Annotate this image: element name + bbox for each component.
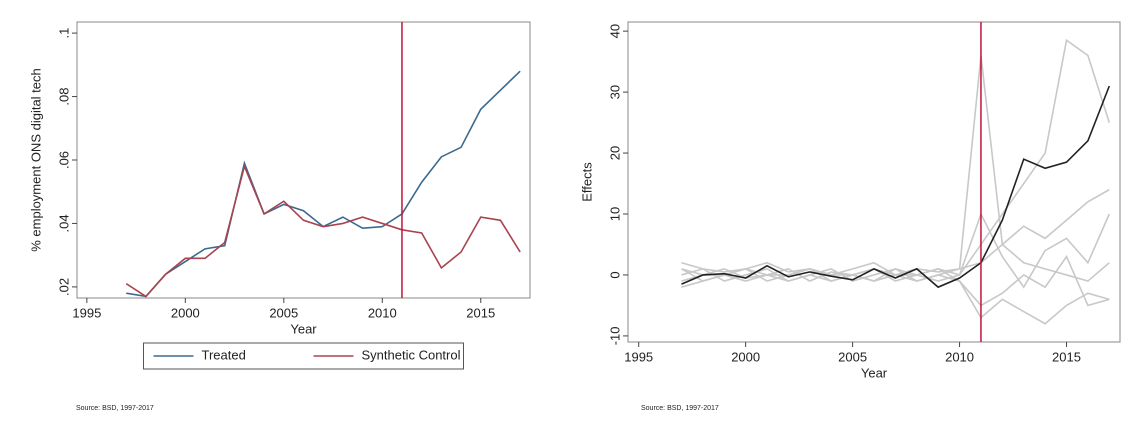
y-tick-label: 40 (607, 24, 622, 38)
x-axis-label: Year (290, 321, 317, 336)
y-tick-label: .1 (56, 28, 71, 39)
x-tick-label: 2000 (731, 349, 760, 364)
y-axis-label: % employment ONS digital tech (28, 68, 43, 252)
x-tick-label: 2010 (945, 349, 974, 364)
x-tick-label: 2005 (269, 305, 298, 320)
y-tick-label: 20 (607, 146, 622, 160)
legend-label: Synthetic Control (362, 347, 461, 362)
x-tick-label: 1995 (624, 349, 653, 364)
y-tick-label: .02 (56, 278, 71, 296)
source-note: Source: BSD, 1997-2017 (76, 405, 154, 412)
y-tick-label: .08 (56, 88, 71, 106)
series-line (681, 38, 1111, 282)
series-line (681, 274, 1110, 325)
x-tick-label: 2010 (368, 305, 397, 320)
series-line (681, 188, 1110, 282)
legend-box (143, 342, 464, 370)
y-tick-label: 0 (607, 271, 622, 278)
series-line (681, 211, 1111, 289)
y-tick-label: 10 (607, 207, 622, 221)
plot-frame (76, 21, 531, 299)
x-tick-label: 2005 (838, 349, 867, 364)
y-tick-label: .06 (56, 151, 71, 169)
x-axis-label: Year (861, 365, 888, 380)
x-tick-label: 2000 (171, 305, 200, 320)
series-line (681, 85, 1111, 289)
y-axis-label: Effects (579, 162, 594, 202)
x-tick-label: 2015 (466, 305, 495, 320)
series-line (126, 70, 521, 298)
y-tick-label: -10 (607, 327, 622, 346)
source-note: Source: BSD, 1997-2017 (641, 405, 719, 412)
y-tick-label: .04 (56, 214, 71, 232)
series-line (125, 163, 521, 298)
x-tick-label: 2015 (1052, 349, 1081, 364)
y-tick-label: 30 (607, 85, 622, 99)
legend-label: Treated (202, 347, 246, 362)
plot-frame (627, 21, 1121, 343)
x-tick-label: 1995 (72, 305, 101, 320)
